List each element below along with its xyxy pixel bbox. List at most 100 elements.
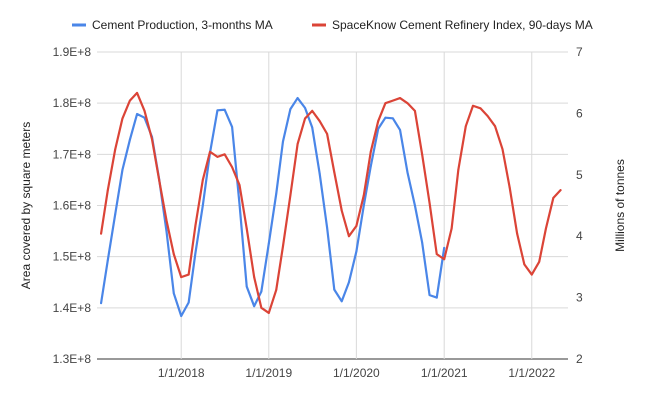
data-point xyxy=(421,241,424,244)
data-point xyxy=(472,104,474,107)
data-point xyxy=(333,171,336,174)
data-point xyxy=(391,99,394,102)
data-point xyxy=(180,315,183,317)
data-point xyxy=(100,302,102,305)
data-point xyxy=(231,166,233,169)
data-point xyxy=(253,305,256,308)
data-point xyxy=(136,92,138,94)
data-point xyxy=(106,259,109,262)
data-point xyxy=(508,186,511,189)
data-point xyxy=(428,294,431,297)
data-point xyxy=(267,242,270,245)
data-point xyxy=(421,153,424,156)
data-point xyxy=(253,276,256,279)
y-left-tick-label: 1.6E+8 xyxy=(53,199,92,213)
y-left-tick-label: 1.7E+8 xyxy=(53,147,92,161)
data-point xyxy=(318,172,321,175)
data-point xyxy=(106,189,109,192)
data-point xyxy=(406,102,409,105)
data-point xyxy=(172,292,175,295)
data-point xyxy=(275,192,278,195)
data-point xyxy=(443,246,446,249)
data-point xyxy=(435,253,438,256)
data-point xyxy=(216,109,219,112)
data-point xyxy=(296,143,299,146)
data-point xyxy=(479,107,482,110)
data-point xyxy=(216,155,219,158)
data-point xyxy=(457,168,460,171)
data-point xyxy=(289,194,292,197)
data-point xyxy=(151,138,153,140)
data-point xyxy=(443,258,446,261)
data-point xyxy=(223,153,226,156)
data-point xyxy=(231,126,233,128)
data-point xyxy=(260,306,263,309)
data-point xyxy=(391,117,394,120)
data-point xyxy=(209,150,211,153)
data-point xyxy=(114,148,117,151)
data-point xyxy=(223,108,226,111)
data-point xyxy=(194,252,197,255)
data-point xyxy=(545,227,547,230)
data-point xyxy=(377,127,380,130)
data-point xyxy=(187,301,190,304)
data-point xyxy=(450,227,453,230)
data-point xyxy=(311,109,314,112)
data-point xyxy=(245,227,248,230)
data-point xyxy=(501,148,504,151)
data-point xyxy=(128,138,131,141)
data-point xyxy=(121,117,124,120)
x-tick-label: 1/1/2022 xyxy=(508,366,555,380)
data-point xyxy=(414,204,416,207)
y-left-tick-label: 1.9E+8 xyxy=(53,45,92,59)
y-right-tick-label: 6 xyxy=(576,106,583,120)
grid xyxy=(97,51,568,360)
x-tick-label: 1/1/2020 xyxy=(333,366,380,380)
series-lines xyxy=(99,91,562,318)
data-point xyxy=(311,126,314,129)
data-point xyxy=(158,179,161,181)
y-right-tick-label: 3 xyxy=(576,291,583,305)
data-point xyxy=(523,263,526,266)
y-left-tick-label: 1.4E+8 xyxy=(53,301,92,315)
data-point xyxy=(414,109,416,112)
data-point xyxy=(399,129,401,131)
data-point xyxy=(165,231,168,233)
data-point xyxy=(114,213,117,216)
data-point xyxy=(516,232,519,235)
x-tick-label: 1/1/2019 xyxy=(245,366,292,380)
y-right-tick-label: 5 xyxy=(576,168,583,182)
data-point xyxy=(326,132,328,135)
data-point xyxy=(384,116,387,119)
data-point xyxy=(333,288,336,291)
data-point xyxy=(121,168,124,171)
y-right-tick-label: 2 xyxy=(576,352,583,366)
data-point xyxy=(165,219,168,222)
data-point xyxy=(180,276,183,279)
data-point xyxy=(369,150,372,153)
data-point xyxy=(245,285,248,288)
data-point xyxy=(348,281,350,284)
data-point xyxy=(143,116,146,119)
data-point xyxy=(355,250,358,253)
data-point xyxy=(435,296,438,299)
data-point xyxy=(100,232,102,235)
axes: 1.3E+8 1.4E+8 1.5E+8 1.6E+8 1.7E+8 1.8E+8 1.9E… xyxy=(19,45,627,380)
y-right-tick-label: 4 xyxy=(576,229,583,243)
data-point xyxy=(552,196,555,199)
data-point xyxy=(238,184,241,186)
data-point xyxy=(355,225,358,227)
data-point xyxy=(172,253,175,256)
data-point xyxy=(377,120,380,122)
y-left-tick-label: 1.8E+8 xyxy=(53,96,92,110)
data-point xyxy=(340,300,343,303)
data-point xyxy=(304,106,306,109)
data-point xyxy=(538,260,541,263)
data-point xyxy=(296,97,299,99)
data-point xyxy=(282,245,284,248)
data-point xyxy=(194,225,197,227)
data-point xyxy=(267,312,270,314)
data-point xyxy=(318,120,321,122)
data-point xyxy=(464,125,467,128)
